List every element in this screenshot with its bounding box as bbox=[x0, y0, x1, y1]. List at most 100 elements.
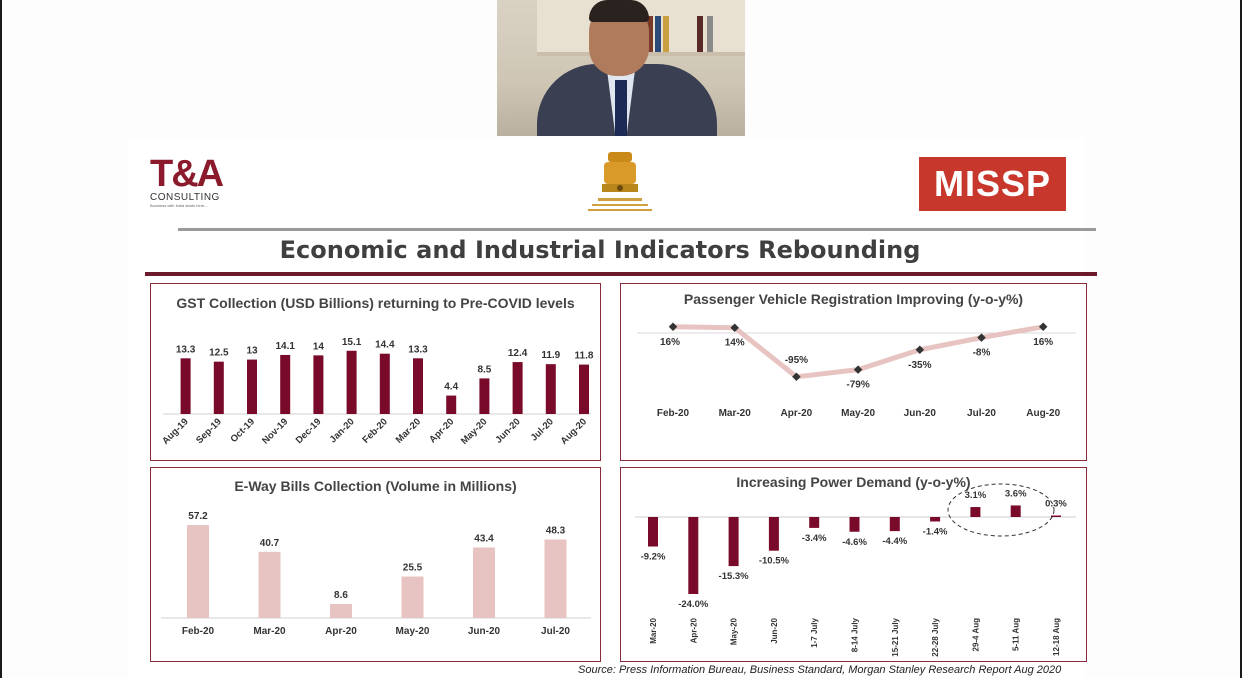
tick-label: Aug-20 bbox=[559, 416, 590, 447]
tick-label: Dec-19 bbox=[294, 416, 324, 446]
bar bbox=[889, 517, 900, 532]
power-demand-chart-panel: Increasing Power Demand (y-o-y%) -9.2% Ma… bbox=[620, 467, 1087, 662]
tick-label: 8-14 July bbox=[851, 617, 860, 652]
tick-label: May-20 bbox=[841, 408, 875, 419]
eway-bills-chart-title: E-Way Bills Collection (Volume in Millio… bbox=[234, 478, 517, 494]
data-label: -4.6% bbox=[842, 537, 867, 548]
data-label: 8.6 bbox=[334, 590, 348, 601]
window-frame-right bbox=[1240, 0, 1242, 678]
data-point bbox=[792, 372, 801, 382]
data-label: -10.5% bbox=[759, 556, 790, 567]
tick-label: Jun-20 bbox=[468, 626, 501, 637]
data-label: -9.2% bbox=[641, 552, 666, 563]
power-demand-chart-title: Increasing Power Demand (y-o-y%) bbox=[736, 474, 971, 490]
bar bbox=[280, 354, 291, 414]
bar bbox=[213, 361, 224, 414]
data-label: 57.2 bbox=[188, 511, 208, 522]
gst-chart-title: GST Collection (USD Billions) returning … bbox=[176, 295, 575, 311]
bar bbox=[648, 517, 658, 547]
bar bbox=[313, 355, 324, 414]
ta-logo-subtitle: CONSULTING bbox=[150, 192, 220, 203]
passenger-vehicle-chart-panel: Passenger Vehicle Registration Improving… bbox=[620, 283, 1087, 461]
data-label: 14.1 bbox=[275, 341, 295, 352]
national-emblem-icon bbox=[588, 152, 652, 211]
tick-label: Jul-20 bbox=[541, 626, 570, 637]
speaker-tie bbox=[615, 80, 627, 136]
tick-label: Mar-20 bbox=[719, 408, 752, 419]
data-label: 16% bbox=[1033, 337, 1053, 348]
bar bbox=[346, 350, 357, 414]
book bbox=[707, 16, 713, 52]
tick-label: Jan-20 bbox=[328, 416, 357, 445]
data-label: 48.3 bbox=[546, 525, 566, 536]
data-label: 14.4 bbox=[375, 340, 395, 351]
data-point bbox=[668, 322, 678, 332]
bar bbox=[1010, 505, 1021, 517]
tick-label: Apr-20 bbox=[689, 617, 698, 643]
data-label: 13.3 bbox=[176, 344, 196, 355]
bar bbox=[930, 517, 941, 522]
bar bbox=[446, 395, 457, 414]
ta-logo-mark: T&A bbox=[150, 153, 224, 195]
book bbox=[655, 16, 661, 52]
data-label: 12.4 bbox=[508, 348, 528, 359]
tick-label: 5-11 Aug bbox=[1012, 618, 1021, 651]
eway-bills-chart: 57.2 Feb-20 40.7 Mar-20 8.6 Apr-20 25.5 May-20 4… bbox=[161, 511, 591, 637]
data-label: -8% bbox=[973, 348, 991, 359]
data-label: 16% bbox=[660, 337, 680, 348]
ta-consulting-logo: T&A CONSULTING Business with India start… bbox=[150, 154, 234, 218]
speaker-hair bbox=[589, 0, 649, 22]
title-underline bbox=[145, 272, 1097, 276]
window-frame-left bbox=[0, 0, 2, 678]
eway-bills-chart-panel: E-Way Bills Collection (Volume in Millio… bbox=[150, 467, 601, 662]
data-label: 3.6% bbox=[1005, 488, 1027, 499]
bar bbox=[809, 517, 820, 528]
tick-label: 1-7 July bbox=[810, 617, 819, 647]
bar bbox=[187, 525, 209, 618]
tick-label: Mar-20 bbox=[253, 626, 286, 637]
tick-label: Apr-20 bbox=[325, 626, 357, 637]
tick-label: Jun-20 bbox=[493, 416, 522, 445]
data-label: 4.4 bbox=[444, 382, 458, 393]
tick-label: May-20 bbox=[459, 416, 490, 447]
tick-label: Jul-20 bbox=[529, 416, 556, 443]
data-label: 13.3 bbox=[408, 344, 428, 355]
bar bbox=[544, 539, 567, 618]
tick-label: Nov-19 bbox=[260, 416, 290, 446]
data-label: 12.5 bbox=[209, 348, 229, 359]
highlight-ellipse bbox=[947, 483, 1055, 537]
tick-label: May-20 bbox=[730, 617, 739, 645]
bar bbox=[473, 547, 495, 618]
tick-label: 15-21 July bbox=[891, 617, 900, 656]
data-label: -3.4% bbox=[802, 533, 827, 544]
tick-label: Feb-20 bbox=[657, 408, 690, 419]
passenger-vehicle-chart-title: Passenger Vehicle Registration Improving… bbox=[683, 291, 1024, 307]
tick-label: Jun-20 bbox=[770, 617, 779, 643]
participant-video-tile[interactable] bbox=[497, 0, 745, 136]
bar bbox=[180, 358, 191, 414]
tick-label: Oct-19 bbox=[228, 416, 257, 445]
data-point bbox=[1038, 322, 1048, 332]
tick-label: May-20 bbox=[396, 626, 430, 637]
data-point bbox=[853, 365, 863, 374]
source-citation: Source: Press Information Bureau, Busine… bbox=[578, 664, 1062, 676]
data-label: -4.4% bbox=[882, 536, 907, 547]
ta-logo-tagline: Business with India starts here... bbox=[150, 203, 208, 208]
passenger-vehicle-chart: 16% Feb-20 14% Mar-20 -95% Apr-20 -79% May-20 -3… bbox=[637, 322, 1076, 419]
data-label: 25.5 bbox=[403, 563, 423, 574]
data-label: 13 bbox=[246, 346, 258, 357]
tick-label: Mar-20 bbox=[394, 416, 423, 445]
bar bbox=[1051, 515, 1061, 517]
data-label: 14% bbox=[725, 338, 745, 349]
bar bbox=[379, 353, 390, 414]
bar bbox=[970, 507, 981, 517]
data-label: 15.1 bbox=[342, 337, 362, 348]
data-label: 8.5 bbox=[477, 364, 491, 375]
tick-label: 22-28 July bbox=[931, 617, 940, 656]
power-demand-chart: -9.2% Mar-20 -24.0% Apr-20 -15.3% May-20 -10.5… bbox=[635, 483, 1076, 657]
data-label: -1.4% bbox=[923, 526, 948, 537]
data-label: 0.3% bbox=[1045, 499, 1067, 510]
data-label: -24.0% bbox=[678, 599, 709, 610]
book bbox=[663, 16, 669, 52]
bar bbox=[401, 576, 424, 618]
